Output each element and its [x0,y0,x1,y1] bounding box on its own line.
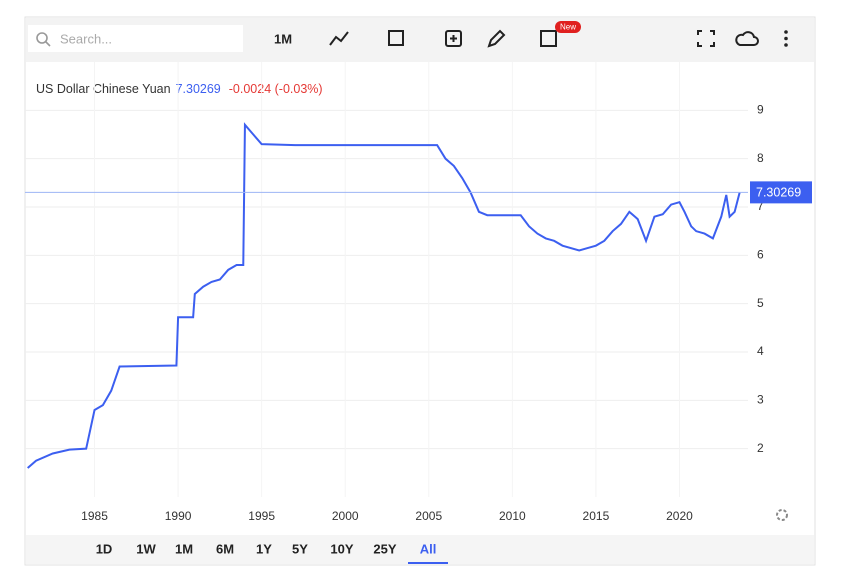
x-tick-label: 2015 [583,509,610,523]
range-button[interactable]: 1W [136,541,156,556]
last-price-label: 7.30269 [756,186,801,200]
y-tick-label: 4 [757,344,764,358]
range-button[interactable]: 5Y [292,541,308,556]
y-tick-label: 8 [757,151,764,165]
y-tick-label: 9 [757,103,764,117]
range-button[interactable]: All [420,541,437,556]
new-badge [555,21,581,33]
calendar-icon[interactable] [388,30,404,46]
events-icon[interactable] [540,30,557,47]
range-button[interactable]: 10Y [330,541,353,556]
y-tick-label: 5 [757,296,764,310]
menu-icon[interactable] [784,30,788,34]
range-button[interactable]: 6M [216,541,234,556]
change: -0.0024 (-0.03%) [229,82,323,96]
chart-header: US Dollar Chinese Yuan 7.30269 -0.0024 (-0… [36,82,323,96]
range-button[interactable]: 25Y [373,541,396,556]
add-icon[interactable] [445,30,462,47]
x-tick-label: 1995 [248,509,275,523]
fullscreen-icon[interactable] [697,30,715,47]
x-tick-label: 2005 [415,509,442,523]
y-tick-label: 3 [757,393,764,407]
range-button[interactable]: 1Y [256,541,272,556]
y-tick-label: 6 [757,248,764,262]
draw-icon[interactable] [487,29,506,48]
search-placeholder[interactable]: Search... [60,31,112,46]
x-tick-label: 2010 [499,509,526,523]
search-icon [36,32,48,44]
last-value: 7.30269 [176,82,221,96]
chart-title: US Dollar Chinese Yuan [36,82,171,96]
search-icon [45,41,51,47]
active-underline [408,562,448,564]
x-tick-label: 2000 [332,509,359,523]
y-tick-label: 7 [757,199,764,213]
add-icon [450,35,457,42]
menu-icon [784,43,788,47]
interval-button[interactable]: 1M [274,31,292,46]
range-button[interactable]: 1D [96,541,113,556]
range-button[interactable]: 1M [175,541,193,556]
frame [24,16,816,566]
chart-type-icon[interactable] [329,31,349,46]
menu-icon [784,36,788,41]
settings-icon[interactable] [776,509,788,521]
last-price-tag [750,181,812,204]
badge-text: New [560,23,576,32]
price-line [27,122,741,469]
x-tick-label: 2020 [666,509,693,523]
x-tick-label: 1985 [81,509,108,523]
download-icon[interactable] [735,31,759,46]
search-box[interactable] [28,25,243,52]
y-tick-label: 2 [757,441,764,455]
range-bar [26,535,814,564]
x-tick-label: 1990 [165,509,192,523]
